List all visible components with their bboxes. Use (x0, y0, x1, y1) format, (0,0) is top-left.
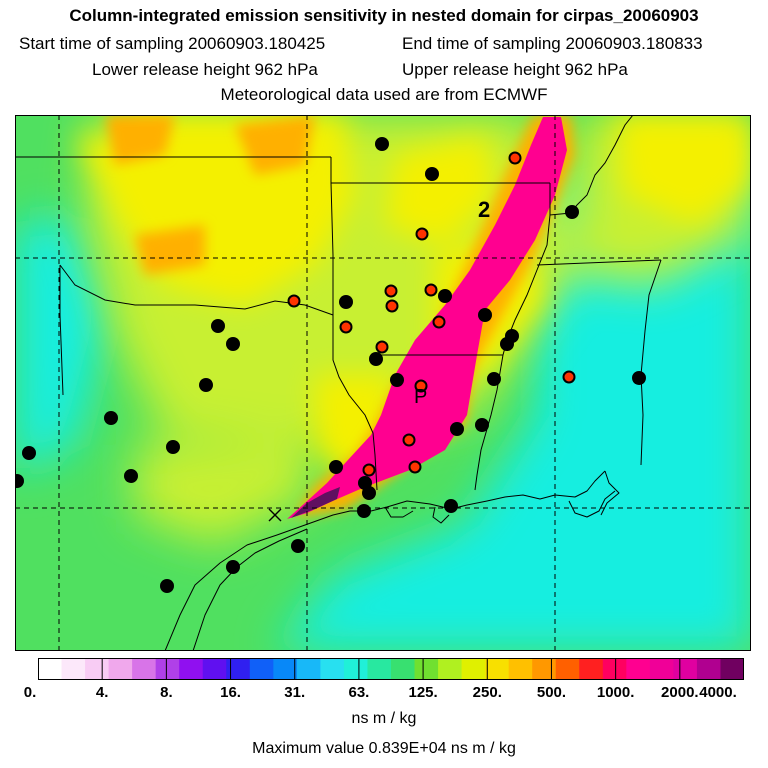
colorbar-tick-label: 0. (23, 684, 37, 701)
lower-height-label: Lower release height 962 hPa (92, 60, 318, 79)
plot-title: Column-integrated emission sensitivity i… (69, 6, 699, 25)
colorbar-swatch (273, 658, 298, 680)
colorbar-swatch (649, 658, 674, 680)
colorbar-tick-label: 1000. (596, 684, 635, 701)
colorbar-swatch (179, 658, 204, 680)
colorbar-swatch (226, 658, 251, 680)
colorbar-swatch (696, 658, 722, 680)
colorbar-tick-label: 250. (472, 684, 502, 701)
plume-magenta (287, 117, 567, 519)
colorbar-swatch (249, 658, 274, 680)
colorbar-swatch (155, 658, 180, 680)
release-cross (268, 508, 282, 522)
maximum-value-label: Maximum value 0.839E+04 ns m / kg (252, 740, 516, 757)
colorbar-swatch (626, 658, 651, 680)
colorbar-swatch (85, 658, 110, 680)
colorbar-tick-label: 31. (284, 684, 306, 701)
colorbar-tick-label: 125. (408, 684, 438, 701)
colorbar-swatch (343, 658, 369, 680)
colorbar-swatch (438, 658, 463, 680)
colorbar-swatch (414, 658, 439, 680)
colorbar-swatch (132, 658, 157, 680)
colorbar-swatch (108, 658, 133, 680)
colorbar-unit-label: ns m / kg (351, 710, 417, 727)
map-frame (15, 115, 751, 651)
colorbar-swatch (296, 658, 321, 680)
colorbar-tick-label: 8. (160, 684, 173, 701)
colorbar-tick-label: 4. (95, 684, 109, 701)
start-time-label: Start time of sampling 20060903.180425 (19, 34, 326, 53)
coastline (164, 470, 620, 651)
colorbar-swatch (461, 658, 486, 680)
colorbar-swatch (320, 658, 345, 680)
colorbar-swatch (485, 658, 510, 680)
colorbar-swatch (367, 658, 392, 680)
colorbar-tick-label: 500. (536, 684, 567, 701)
grid-lines (15, 115, 751, 651)
colorbar-frame (38, 658, 744, 680)
colorbar-swatch (720, 658, 744, 680)
colorbar-tick-label: 63. (348, 684, 370, 701)
upper-height-label: Upper release height 962 hPa (402, 60, 628, 79)
colorbar-swatch (38, 658, 63, 680)
plume-dark-core (291, 487, 340, 518)
colorbar-swatch (202, 658, 227, 680)
colorbar-swatch (61, 658, 86, 680)
colorbar-swatch (602, 658, 627, 680)
red-markers (287, 151, 576, 477)
colorbar-tick-label: 4000. (699, 684, 737, 701)
colorbar-swatch (532, 658, 557, 680)
colorbar-tick-label: 16. (220, 684, 241, 701)
sensitivity-map: 2 P (15, 115, 751, 651)
colorbar-swatch (391, 658, 416, 680)
plume-marker-p: P (414, 386, 427, 408)
colorbar (38, 658, 744, 680)
colorbar-swatch (555, 658, 580, 680)
met-data-label: Meteorological data used are from ECMWF (220, 85, 548, 104)
black-markers (15, 137, 646, 593)
day-marker-2: 2 (478, 197, 490, 222)
colorbar-swatch (673, 658, 698, 680)
colorbar-swatch (508, 658, 533, 680)
colorbar-tick-label: 2000. (661, 684, 699, 701)
colorbar-swatch (579, 658, 604, 680)
end-time-label: End time of sampling 20060903.180833 (402, 34, 703, 53)
